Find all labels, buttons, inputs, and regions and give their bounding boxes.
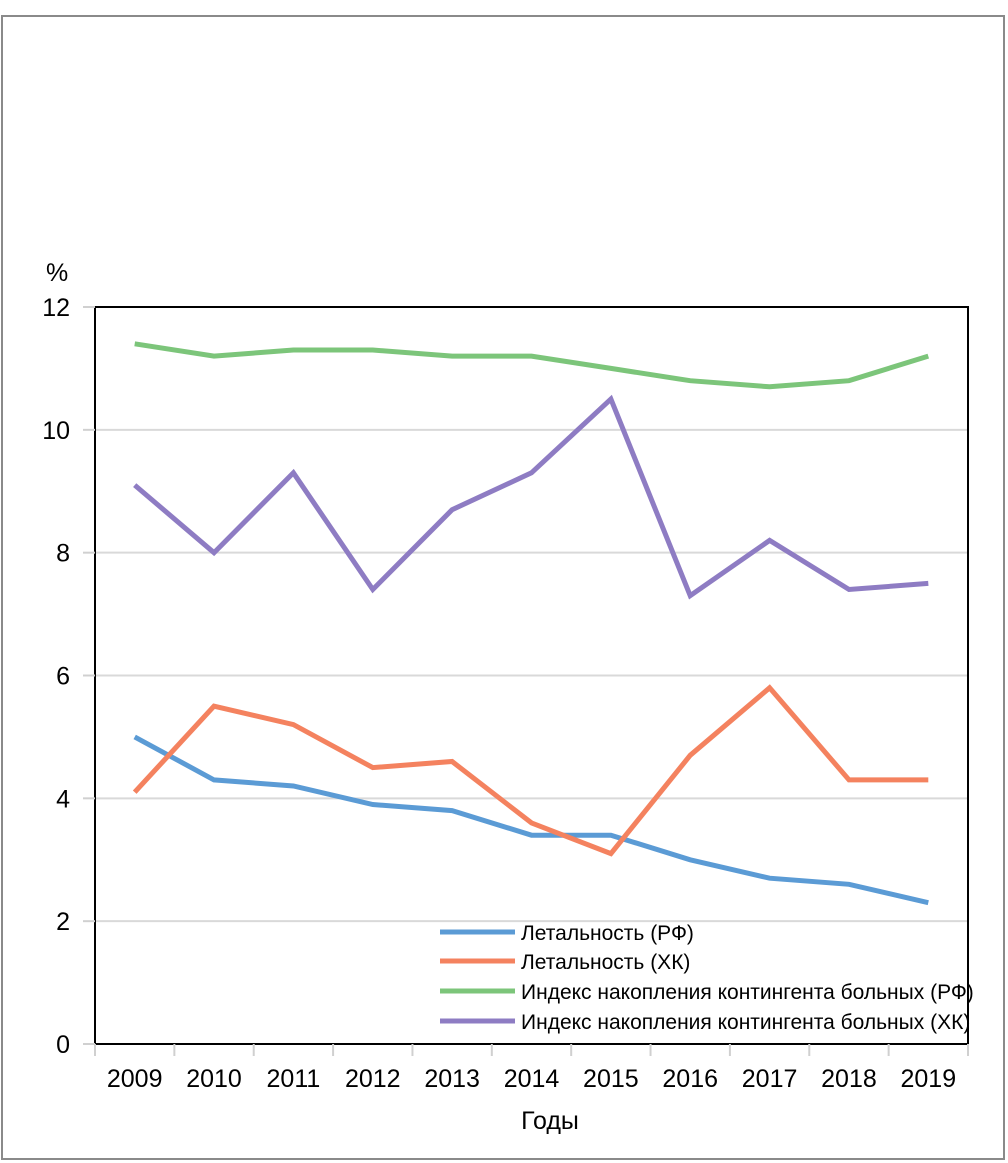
y-tick-label: 8 [56, 540, 70, 568]
y-axis: 0 2 4 6 8 10 12 [42, 294, 95, 1059]
x-tick-label: 2010 [186, 1065, 242, 1093]
x-tick-label: 2017 [742, 1065, 798, 1093]
legend-label: Индекс накопления контингента больных (Р… [521, 981, 974, 1004]
series-lines [132, 341, 930, 906]
y-axis-title: % [46, 259, 68, 287]
chart-frame [1, 15, 1005, 1160]
series-line-4 [133, 394, 929, 600]
x-axis-title: Годы [521, 1107, 579, 1135]
x-tick-label: 2011 [267, 1065, 321, 1093]
series-line-3 [134, 341, 930, 390]
legend-label: Летальность (РФ) [521, 922, 694, 945]
x-tick-label: 2009 [107, 1065, 163, 1093]
x-tick-label: 2013 [424, 1065, 480, 1093]
y-tick-label: 4 [56, 785, 70, 813]
x-tick-label: 2019 [901, 1065, 957, 1093]
y-tick-label: 2 [56, 908, 70, 936]
legend: Летальность (РФ) Летальность (ХК) Индекс н… [440, 922, 974, 1034]
x-tick-label: 2014 [504, 1065, 560, 1093]
legend-label: Индекс накопления контингента больных (Х… [521, 1011, 970, 1034]
x-tick-label: 2015 [583, 1065, 639, 1093]
y-tick-label: 12 [42, 294, 70, 322]
y-tick-label: 6 [56, 663, 70, 691]
gridlines [95, 428, 968, 923]
x-tick-label: 2012 [345, 1065, 401, 1093]
x-tick-label: 2016 [662, 1065, 718, 1093]
series-line-2 [132, 684, 929, 857]
legend-label: Летальность (ХК) [521, 951, 690, 974]
y-tick-label: 0 [56, 1031, 70, 1059]
x-tick-label: 2018 [821, 1065, 877, 1093]
y-tick-label: 10 [42, 417, 70, 445]
x-axis: 2009 2010 2011 2012 2013 2014 2015 2016 2017 2018… [94, 1044, 969, 1093]
series-line-1 [133, 734, 929, 906]
